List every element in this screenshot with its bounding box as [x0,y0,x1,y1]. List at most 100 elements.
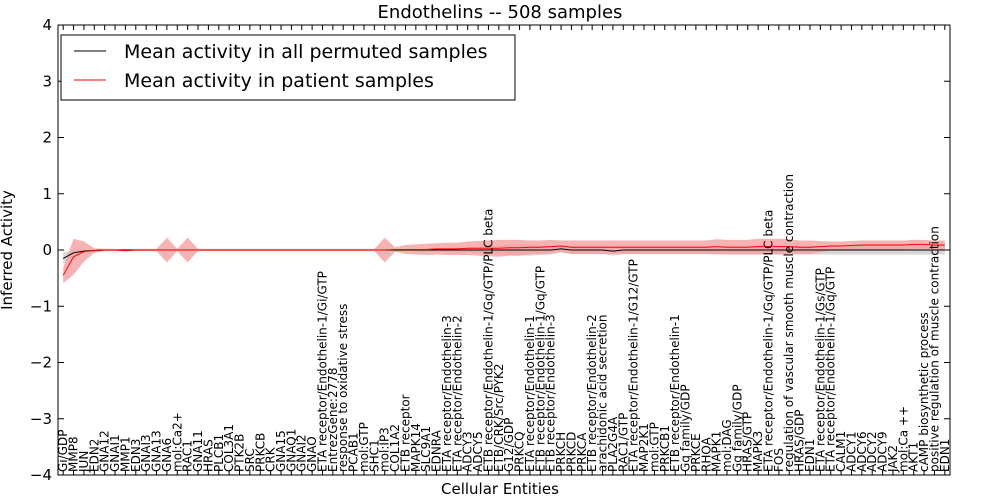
x-tick-label: JAK2 [886,445,900,473]
y-tick-label: 0 [42,241,52,259]
x-tick-label: ETB/CRK/Src/PYK2 [492,363,506,472]
chart-title: Endothelins -- 508 samples [378,2,623,23]
y-tick-label: −3 [30,410,52,428]
x-tick-label: ETB receptor/Endothelin-1/Gq/GTP/PLC bet… [481,209,495,472]
x-tick-label: ETA receptor/Endothelin-1/Gi/GTP [315,271,329,472]
y-tick-label: 2 [42,129,52,147]
x-tick-label: GNAI2 [295,434,309,472]
x-tick-label: MAPK14 [409,423,423,472]
x-tick-label: mol:GTP [647,422,661,472]
x-tick-label: ADCY6 [855,431,869,472]
y-tick-label: 1 [42,185,52,203]
x-tick-label: RAC1/GTP [616,413,630,472]
x-tick-label: GNAI1 [108,434,122,472]
x-tick-label: SRC [243,448,257,472]
x-tick-label: ETB receptor/Endothelin-3 [544,314,558,472]
x-tick-label: ADCY9 [876,431,890,472]
x-tick-label: PRKCB1 [658,425,672,472]
x-tick-label: ETB receptor/Endothelin-2 [585,314,599,472]
legend-label-patient: Mean activity in patient samples [124,70,434,92]
x-tick-label: GNAQ1 [284,429,298,472]
x-tick-label: GNA13 [150,430,164,472]
x-tick-label: Gi/GDP [56,430,70,472]
y-tick-label: −2 [30,354,52,372]
x-tick-label: MAPK3 [751,431,765,472]
x-tick-label: mol:Ca2+ [170,412,184,472]
x-tick-label: EDNRA [430,429,444,472]
x-tick-label: EntrezGene:2778 [326,368,340,473]
x-tick-label: RHOA [699,436,713,472]
x-tick-label: HRAS/GTP [741,412,755,472]
x-tick-label: ETA receptor/Endothelin-1/G12/GTP [627,259,641,472]
series-lines [62,243,945,276]
x-tick-label: COL3A1 [222,424,236,472]
legend: Mean activity in all permuted samples Me… [60,34,516,101]
x-tick-label: SLC9A1 [419,426,433,472]
x-tick-label: CALM1 [834,431,848,472]
x-tick-label: ETA receptor/Endothelin-1 [523,315,537,472]
x-tick-label: PLCB1 [212,434,226,472]
x-tick-label: PRKCQ [513,431,527,472]
x-tick-label: JUN [77,451,91,473]
x-tick-label: cAMP biosynthetic process [917,312,931,472]
x-tick-label: Gq family/GDP [679,384,693,472]
x-tick-label: arachidonic acid secretion [596,315,610,472]
x-tick-label: GNA12 [98,430,112,472]
x-tick-label: EDN1 [803,439,817,472]
x-tick-label: response to oxidative stress [336,304,350,472]
x-tick-label: ETA receptor/Endothelin-1/Gq/GTP/PLC bet… [761,210,775,472]
x-tick-label: ETB receptor/Endothelin-1 [668,314,682,472]
x-tick-label: ETA receptor/Endothelin-2 [450,315,464,472]
x-tick-label: EDN3 [129,439,143,472]
x-tick-label: G12/GDP [502,418,516,472]
x-axis-label: Cellular Entities [441,480,559,498]
y-tick-label: 4 [42,16,52,34]
band-patient [63,237,945,284]
x-tick-label: ETA receptor/Endothelin-1/Gq/GTP [824,267,838,472]
x-tick-label: MMP8 [67,436,81,472]
x-tick-label: ETA receptor/Endothelin-3 [440,315,454,472]
x-tick-label: GNA6 [160,438,174,472]
x-tick-label: PRKCH [554,432,568,472]
y-axis: −4 −3 −2 −1 0 1 2 3 4 [30,16,950,484]
series-line-patient [62,243,945,276]
x-tick-label: regulation of vascular smooth muscle con… [782,174,796,472]
x-axis: Gi/GDPMMP8JUNEDN2GNA12GNAI1MMP1EDN3GNAI3… [56,25,952,475]
x-tick-label: GNA11 [191,430,205,472]
x-tick-label: ETA receptor/Endothelin-1/Gs/GTP [813,268,827,472]
x-tick-label: MMP1 [118,436,132,472]
x-tick-label: MAP2K1 [637,423,651,472]
x-tick-label: GNA15 [274,430,288,472]
y-tick-label: −1 [30,297,52,315]
x-tick-label: RAC1 [181,440,195,472]
x-tick-label: HRAS [201,439,215,472]
x-tick-label: EDN2 [87,439,101,472]
y-tick-label: −4 [30,466,52,484]
x-tick-label: PRKCE [689,433,703,472]
legend-box [60,34,516,101]
x-tick-label: PTK2B [233,434,247,472]
x-tick-label: Gq family/GDP [730,384,744,472]
x-tick-label: EDN1 [938,439,952,472]
x-tick-label: HRAS/GDP [793,409,807,472]
x-tick-label: GNAI3 [139,434,153,472]
x-tick-label: COL1A2 [388,424,402,472]
y-axis-label: Inferred Activity [0,190,16,310]
x-tick-label: PCAB1 [347,432,361,472]
x-tick-label: CRK [264,446,278,472]
confidence-bands [63,237,945,284]
x-tick-label: ETB receptor/Endothelin-1/Gq/GTP [533,266,547,472]
y-tick-label: 3 [42,72,52,90]
x-tick-label: PLA2G4A [606,416,620,472]
x-tick-label: FOS [772,448,786,472]
x-tick-label: MAPK1 [710,431,724,472]
x-tick-label: AKT1 [907,442,921,472]
x-tick-label: SHC1 [367,439,381,472]
x-tick-label: mol:Ca ++ [896,406,910,472]
x-tick-label: mol:GTP [357,422,371,472]
x-tick-label: ADCY1 [844,431,858,472]
x-tick-label: GNAO [305,436,319,472]
x-tick-label: ADCY2 [865,431,879,472]
